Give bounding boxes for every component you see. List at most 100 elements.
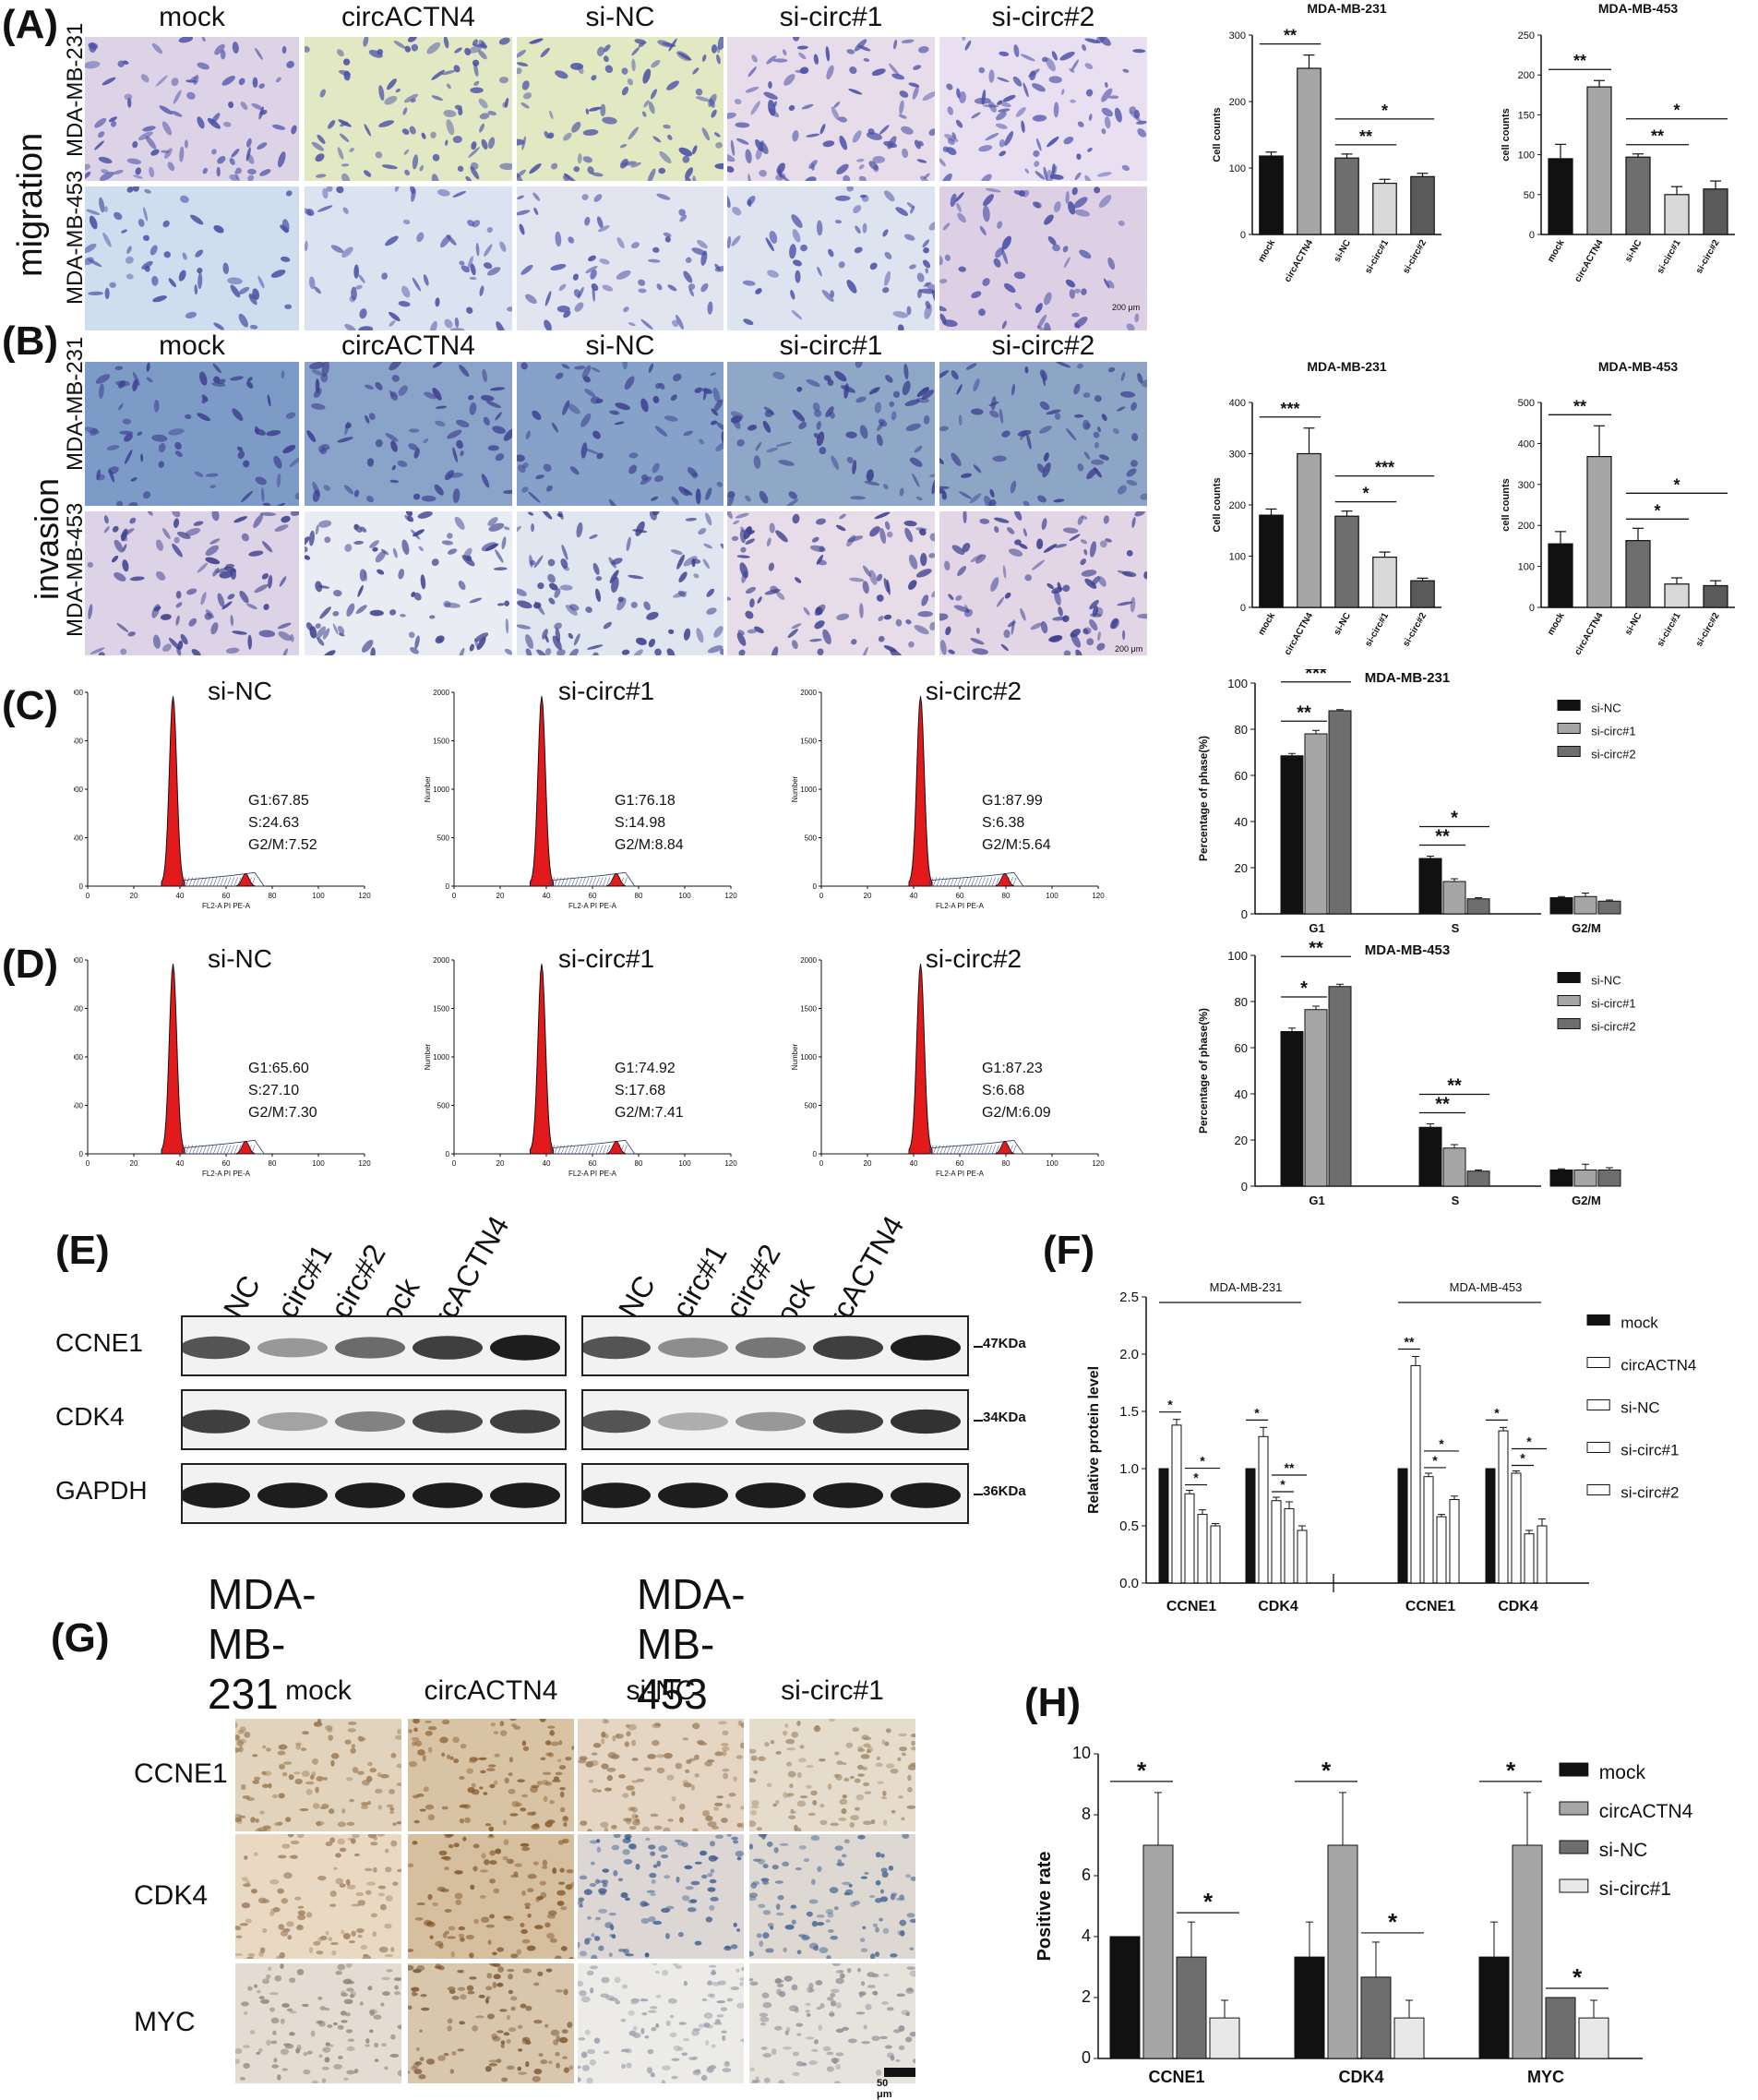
cell-blob — [252, 288, 260, 300]
cell-blob — [939, 279, 948, 284]
nucleus — [608, 1952, 613, 1958]
cell-blob — [884, 251, 892, 259]
cell-blob — [700, 282, 709, 293]
cell-blob — [549, 110, 554, 120]
nucleus — [749, 1950, 754, 1957]
nucleus — [749, 2067, 755, 2071]
cell-blob — [812, 402, 820, 412]
cell-blob — [143, 207, 149, 222]
cell-blob — [868, 161, 879, 171]
cell-blob — [694, 387, 703, 393]
cell-blob — [1038, 426, 1052, 434]
cell-blob — [791, 214, 803, 228]
nucleus — [827, 1912, 834, 1918]
cell-blob — [736, 555, 750, 558]
hatch-line — [981, 877, 986, 887]
nucleus — [910, 1876, 915, 1881]
invasion-cells — [727, 362, 935, 506]
nucleus — [422, 1755, 426, 1762]
nucleus — [879, 1896, 889, 1902]
cell-blob — [235, 167, 242, 174]
nucleus — [236, 1740, 244, 1747]
nucleus — [439, 1888, 449, 1892]
cell-blob — [928, 221, 935, 231]
cell-blob — [830, 290, 835, 298]
flow-y-tick-label: 2000 — [433, 956, 449, 965]
hatch-line — [950, 877, 954, 887]
nucleus — [896, 1993, 905, 1998]
cell-blob — [803, 606, 810, 616]
cell-blob — [866, 469, 874, 482]
nucleus — [613, 1834, 621, 1839]
cell-blob — [654, 475, 664, 483]
nucleus — [525, 2040, 532, 2046]
chart-ylabel: Positive rate — [1034, 1852, 1055, 1962]
protein-band — [335, 1482, 405, 1508]
cell-blob — [1053, 498, 1065, 503]
cell-blob — [705, 487, 712, 500]
cell-blob — [261, 541, 273, 553]
nucleus — [397, 2024, 401, 2030]
cell-blob — [202, 167, 208, 174]
cell-blob — [1054, 413, 1061, 420]
cell-blob — [970, 554, 984, 563]
nucleus — [489, 1860, 497, 1866]
cell-blob — [149, 166, 155, 178]
cell-blob — [735, 122, 750, 128]
nucleus — [378, 1946, 389, 1953]
nucleus — [704, 2039, 710, 2046]
nucleus — [864, 1791, 872, 1794]
nucleus — [542, 1859, 548, 1866]
cell-blob — [1057, 582, 1062, 593]
cell-blob — [305, 208, 312, 216]
cell-blob — [651, 60, 661, 68]
cell-blob — [1043, 166, 1048, 181]
nucleus — [677, 1931, 684, 1938]
cell-blob — [1046, 57, 1056, 72]
nucleus — [615, 1999, 621, 2005]
cell-blob — [558, 283, 567, 292]
cell-blob — [856, 158, 865, 162]
nucleus — [284, 2043, 294, 2049]
nucleus — [493, 1888, 500, 1894]
cell-blob — [171, 110, 183, 117]
cell-blob — [843, 174, 851, 181]
nucleus — [817, 1866, 822, 1872]
nucleus — [357, 1934, 363, 1938]
cell-blob — [309, 362, 325, 370]
flow-y-tick-label: 1000 — [433, 1053, 449, 1062]
cell-blob — [1003, 282, 1016, 294]
nucleus — [464, 1817, 471, 1824]
nucleus — [749, 1820, 757, 1828]
ihc-scale-bar — [884, 2068, 915, 2077]
nucleus — [341, 1807, 346, 1814]
nucleus — [783, 2046, 793, 2050]
cell-blob — [252, 77, 258, 89]
cell-blob — [495, 412, 502, 421]
cell-blob — [353, 523, 363, 533]
cell-blob — [878, 616, 884, 622]
cell-blob — [323, 650, 336, 655]
cell-blob — [985, 187, 1001, 193]
cell-blob — [432, 153, 440, 162]
cell-blob — [479, 285, 484, 296]
cell-blob — [813, 433, 820, 438]
hatch-line — [963, 877, 968, 887]
nucleus — [681, 1842, 688, 1848]
nucleus — [274, 1974, 282, 1982]
hatch-line — [933, 1145, 938, 1155]
cell-blob — [89, 43, 97, 53]
cell-blob — [281, 219, 290, 234]
cell-blob — [421, 132, 426, 139]
nucleus — [394, 1991, 401, 1996]
nucleus — [313, 1940, 321, 1946]
nucleus — [792, 2051, 799, 2057]
cell-blob — [848, 88, 863, 95]
hatch-line — [988, 877, 993, 887]
nucleus — [698, 2023, 704, 2028]
cell-blob — [845, 431, 857, 438]
cell-blob — [1105, 538, 1112, 543]
cell-blob — [268, 574, 273, 589]
nucleus — [716, 1795, 724, 1799]
